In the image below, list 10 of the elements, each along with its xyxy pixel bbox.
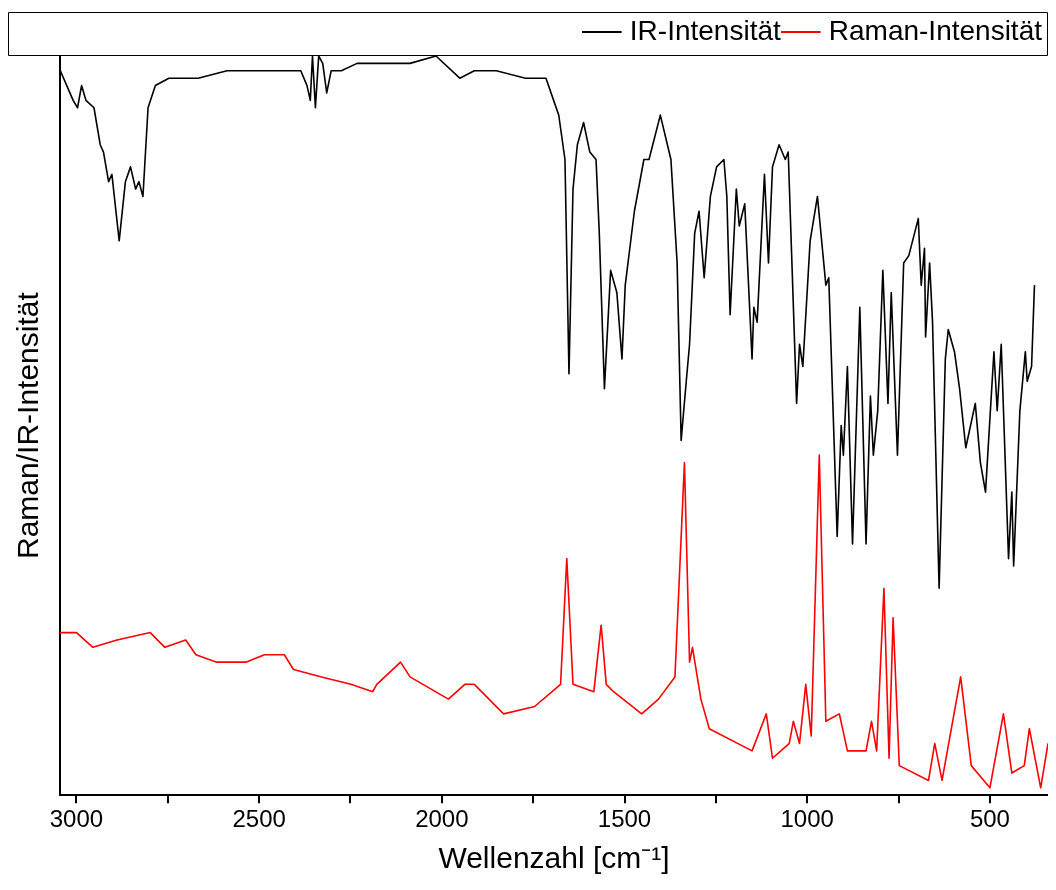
x-tick-label: 3000: [49, 805, 104, 833]
y-axis-title: Raman/IR-Intensität: [11, 291, 45, 559]
legend-label: IR-Intensität: [629, 14, 782, 46]
x-tick-label: 1500: [597, 805, 652, 833]
x-tick-label: 500: [969, 805, 1010, 833]
x-tick-label: 1000: [780, 805, 834, 833]
x-tick-label: 2500: [232, 805, 286, 833]
x-tick-label: 2000: [415, 805, 469, 833]
legend-label: Raman-Intensität: [828, 14, 1043, 46]
x-axis-title: Wellenzahl [cm⁻¹]: [438, 841, 670, 875]
